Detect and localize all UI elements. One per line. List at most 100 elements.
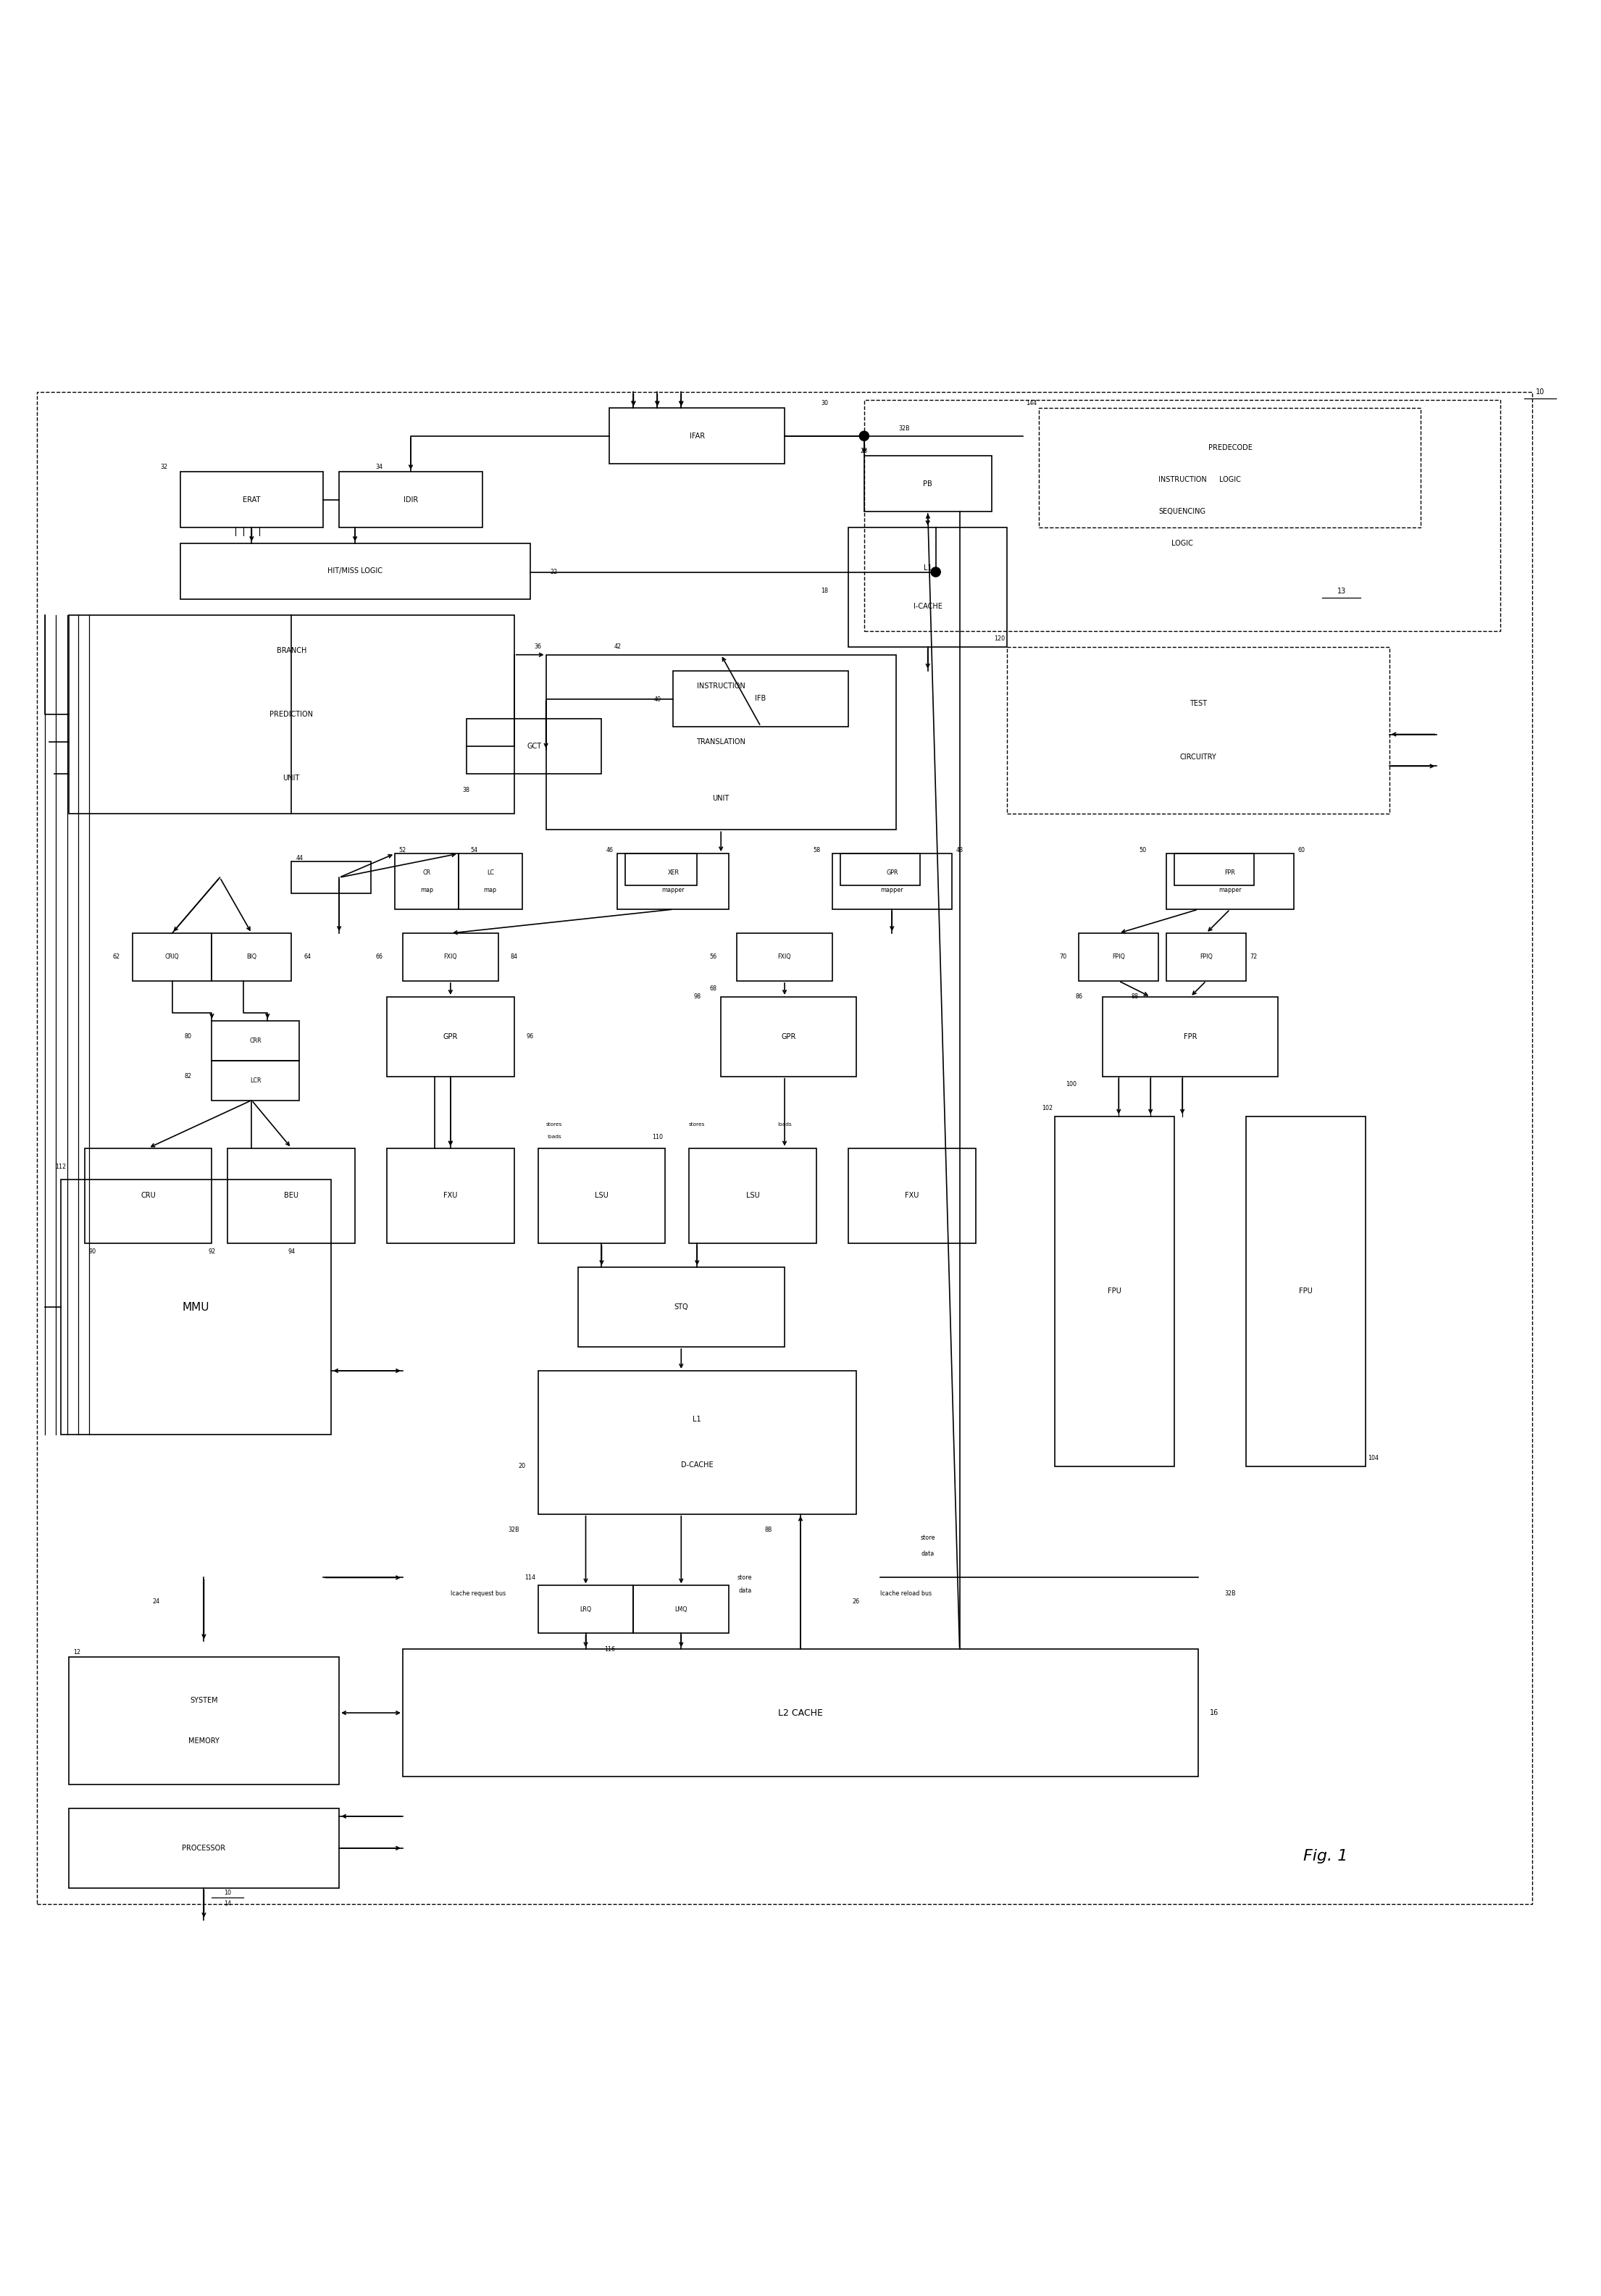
Text: FPIQ: FPIQ xyxy=(1199,953,1212,960)
Text: LOGIC: LOGIC xyxy=(1220,475,1241,484)
Text: 114: 114 xyxy=(525,1575,535,1582)
Text: TEST: TEST xyxy=(1190,700,1207,707)
Text: store: store xyxy=(921,1534,935,1541)
Text: 58: 58 xyxy=(813,847,820,854)
Text: BEU: BEU xyxy=(283,1192,299,1199)
Text: PREDICTION: PREDICTION xyxy=(269,712,314,719)
Text: MEMORY: MEMORY xyxy=(189,1738,219,1745)
Text: 28: 28 xyxy=(860,448,868,455)
Bar xyxy=(538,1587,634,1632)
Text: CR: CR xyxy=(423,870,431,875)
Text: 32: 32 xyxy=(160,464,168,471)
Text: 32B: 32B xyxy=(898,425,909,432)
Text: L1: L1 xyxy=(693,1417,701,1424)
Bar xyxy=(833,854,951,909)
Text: 13: 13 xyxy=(1337,588,1346,595)
Text: INSTRUCTION: INSTRUCTION xyxy=(1158,475,1207,484)
Text: LC: LC xyxy=(487,870,493,875)
Bar xyxy=(1167,932,1246,980)
Text: 144: 144 xyxy=(1026,400,1036,406)
Text: 20: 20 xyxy=(519,1463,525,1469)
Text: STQ: STQ xyxy=(674,1304,688,1311)
Bar xyxy=(546,654,897,829)
Text: LSU: LSU xyxy=(746,1192,759,1199)
Text: 66: 66 xyxy=(375,953,383,960)
Text: GPR: GPR xyxy=(443,1033,458,1040)
Text: CIRCUITRY: CIRCUITRY xyxy=(1180,753,1217,760)
Bar xyxy=(538,1148,666,1244)
Bar xyxy=(387,996,514,1077)
Text: 22: 22 xyxy=(551,569,557,576)
Text: mapper: mapper xyxy=(661,886,685,893)
Text: 80: 80 xyxy=(184,1033,192,1040)
Text: 120: 120 xyxy=(994,636,1005,643)
Bar xyxy=(211,1022,299,1061)
Text: FPR: FPR xyxy=(1225,870,1236,875)
Bar xyxy=(211,1061,299,1100)
Text: GPR: GPR xyxy=(885,870,898,875)
Text: 26: 26 xyxy=(852,1598,860,1605)
Bar xyxy=(634,1587,728,1632)
Text: GCT: GCT xyxy=(527,742,541,751)
Bar xyxy=(466,719,602,774)
Text: UNIT: UNIT xyxy=(283,774,299,781)
Text: 92: 92 xyxy=(208,1249,216,1254)
Bar xyxy=(1055,1116,1175,1467)
Text: 64: 64 xyxy=(304,953,311,960)
Bar xyxy=(736,932,833,980)
Bar xyxy=(849,528,1007,647)
Text: 54: 54 xyxy=(471,847,479,854)
Bar xyxy=(1175,854,1254,886)
Bar xyxy=(1007,647,1390,813)
Text: 104: 104 xyxy=(1367,1456,1378,1463)
Circle shape xyxy=(860,432,869,441)
Text: ERAT: ERAT xyxy=(243,496,261,503)
Text: PREDECODE: PREDECODE xyxy=(1209,445,1252,452)
Bar xyxy=(339,471,482,528)
Text: 116: 116 xyxy=(604,1646,615,1653)
Text: 94: 94 xyxy=(288,1249,295,1254)
Text: 46: 46 xyxy=(605,847,613,854)
Text: 34: 34 xyxy=(375,464,383,471)
Text: 72: 72 xyxy=(1250,953,1258,960)
Text: BRANCH: BRANCH xyxy=(277,647,306,654)
Bar xyxy=(227,1148,355,1244)
Text: 50: 50 xyxy=(1138,847,1146,854)
Bar xyxy=(1079,932,1159,980)
Text: 16: 16 xyxy=(1210,1708,1218,1717)
Text: 48: 48 xyxy=(956,847,964,854)
Text: 38: 38 xyxy=(463,788,471,792)
Text: FXIQ: FXIQ xyxy=(778,953,791,960)
Text: FPU: FPU xyxy=(1108,1288,1122,1295)
Bar xyxy=(538,1371,857,1513)
Text: 68: 68 xyxy=(709,985,717,992)
Bar xyxy=(720,996,857,1077)
Bar xyxy=(61,1180,331,1435)
Text: mapper: mapper xyxy=(1218,886,1241,893)
Bar xyxy=(618,854,728,909)
Bar xyxy=(291,861,371,893)
Bar xyxy=(1103,996,1278,1077)
Text: 32B: 32B xyxy=(509,1527,520,1534)
Text: 30: 30 xyxy=(821,400,828,406)
Text: 96: 96 xyxy=(527,1033,533,1040)
Text: LRQ: LRQ xyxy=(580,1607,592,1612)
Text: 84: 84 xyxy=(511,953,517,960)
Text: 100: 100 xyxy=(1066,1081,1076,1088)
Text: LSU: LSU xyxy=(596,1192,608,1199)
Text: IFB: IFB xyxy=(756,696,767,703)
Bar xyxy=(211,932,291,980)
Text: FXU: FXU xyxy=(443,1192,458,1199)
Text: SYSTEM: SYSTEM xyxy=(191,1697,218,1704)
Text: 10: 10 xyxy=(1535,388,1545,395)
Text: CRR: CRR xyxy=(250,1038,261,1045)
Text: TRANSLATION: TRANSLATION xyxy=(696,739,746,746)
Text: HIT/MISS LOGIC: HIT/MISS LOGIC xyxy=(328,567,383,574)
Text: 42: 42 xyxy=(613,643,621,650)
Text: D-CACHE: D-CACHE xyxy=(680,1463,714,1469)
Text: PROCESSOR: PROCESSOR xyxy=(183,1844,226,1851)
Text: LMQ: LMQ xyxy=(674,1607,687,1612)
Text: LCR: LCR xyxy=(250,1077,261,1084)
Text: FPR: FPR xyxy=(1183,1033,1198,1040)
Text: SEQUENCING: SEQUENCING xyxy=(1159,507,1206,514)
